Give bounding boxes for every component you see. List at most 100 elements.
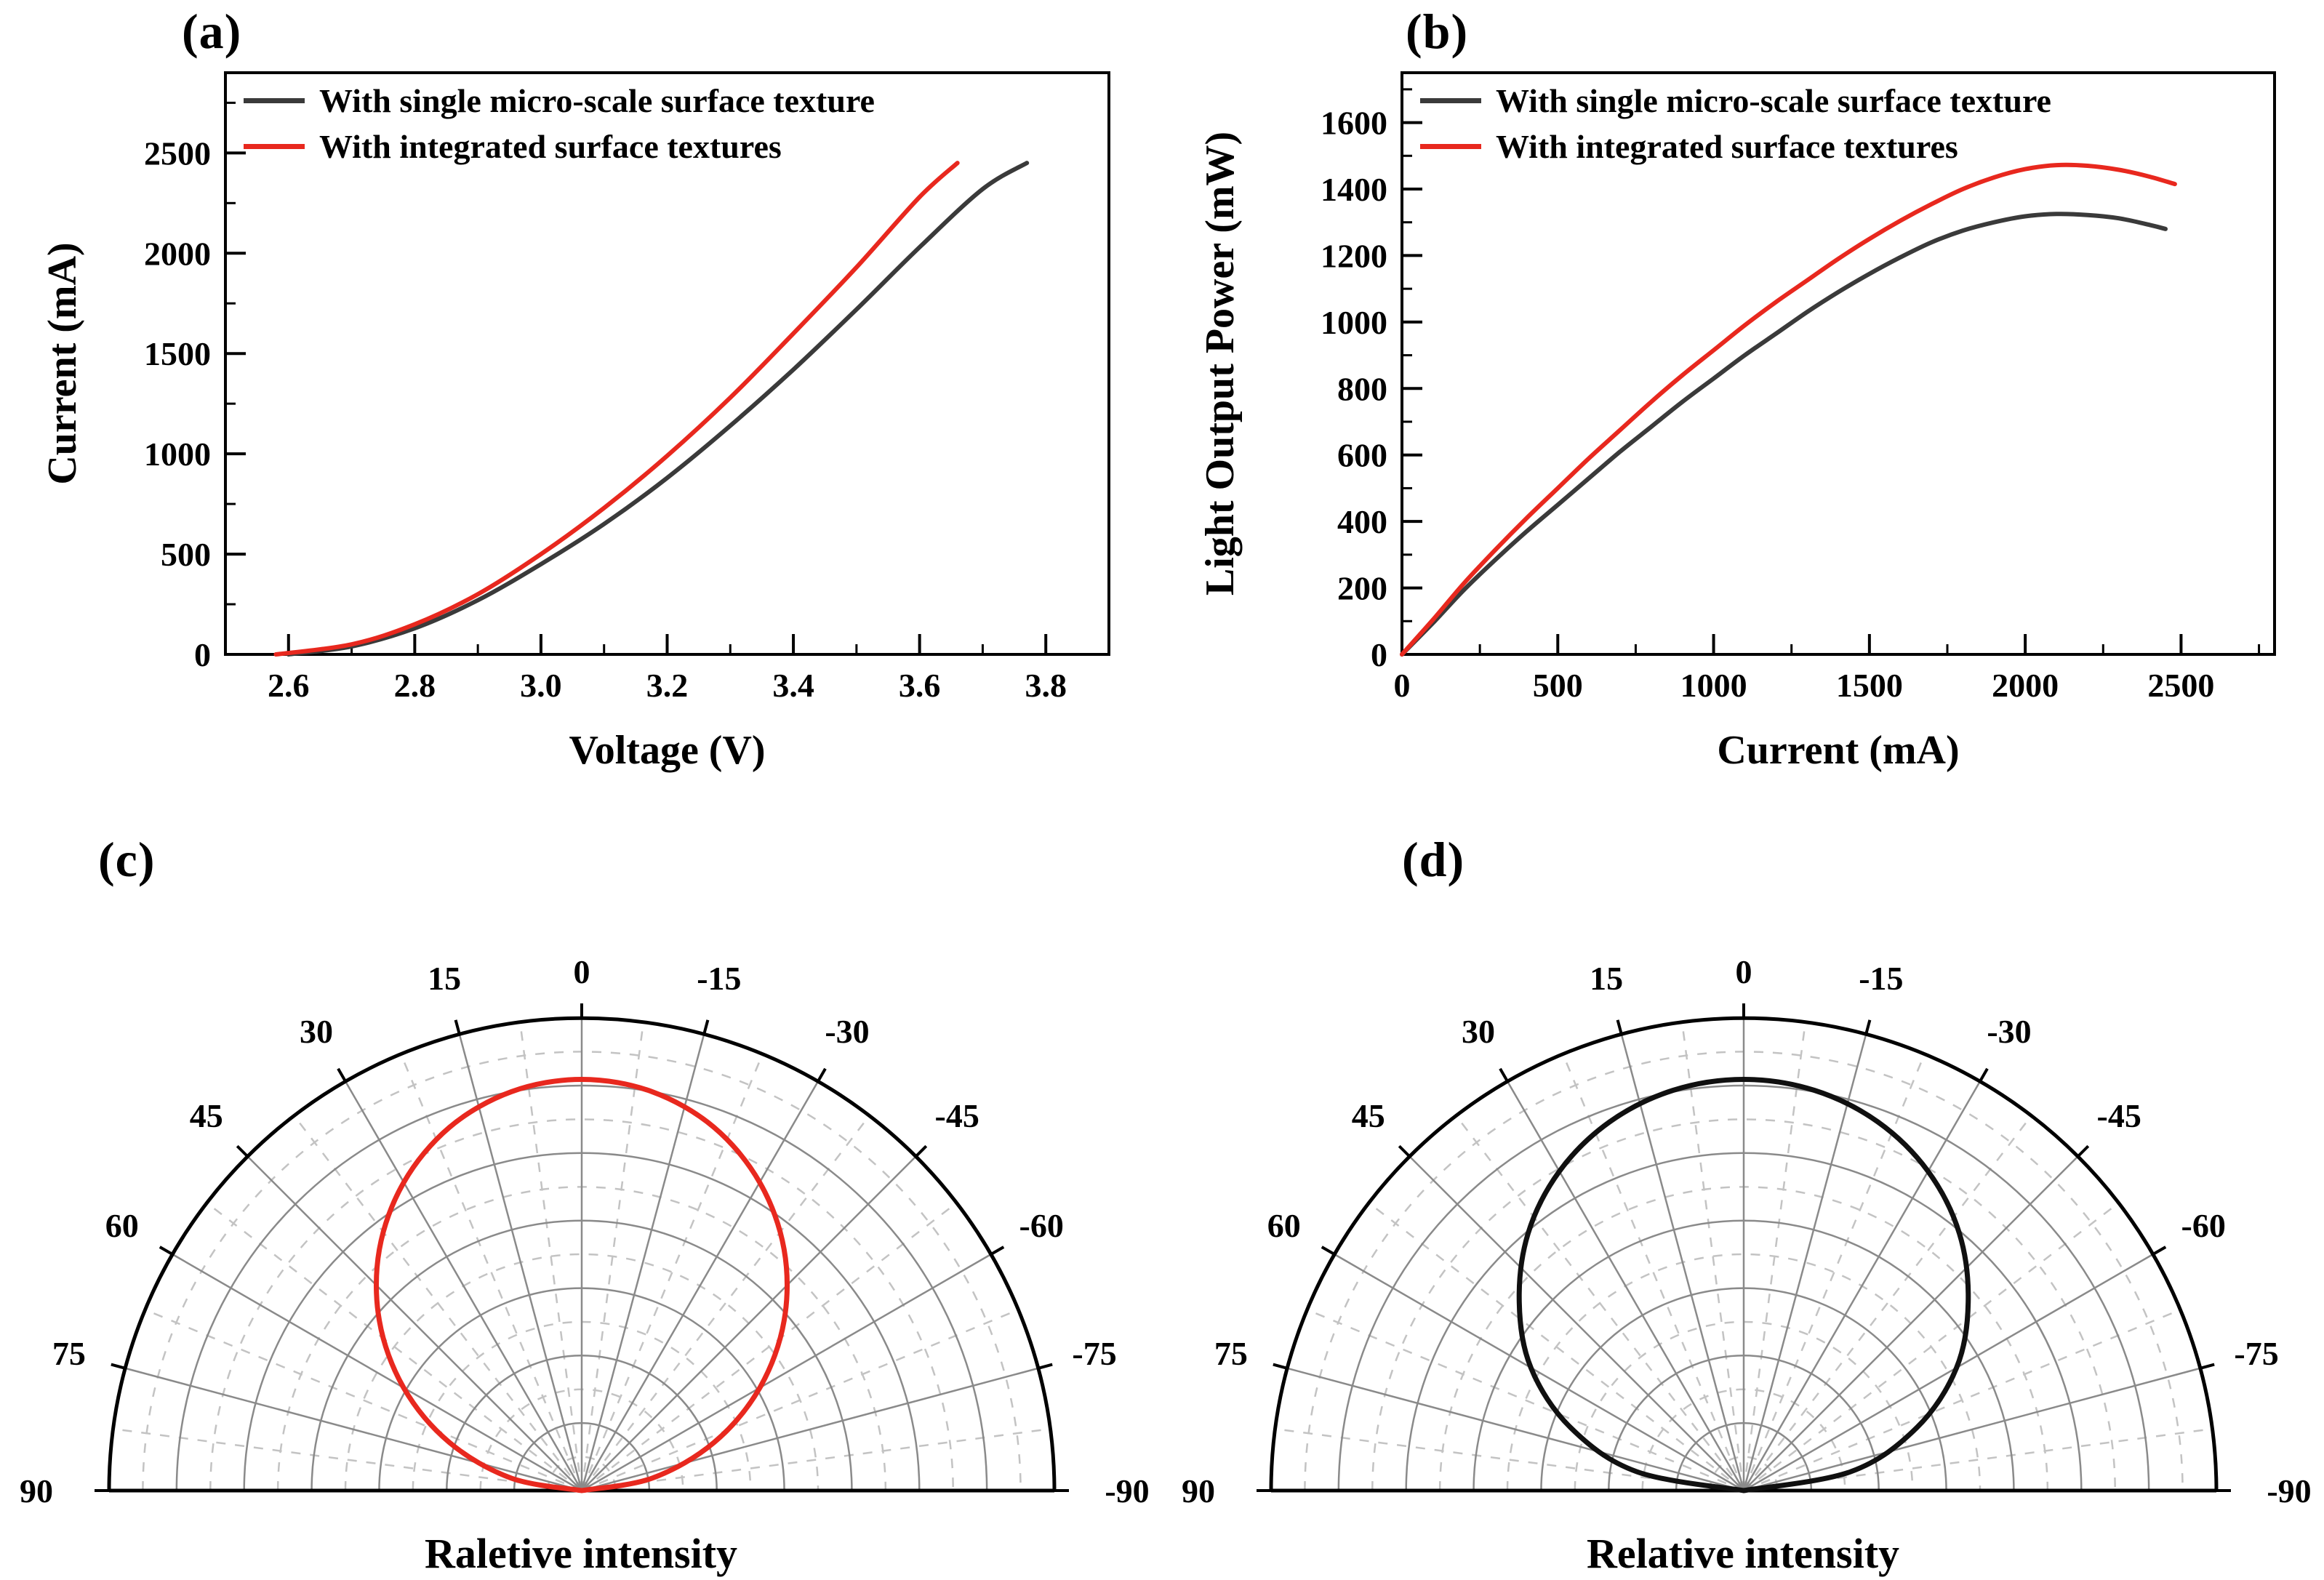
panel-a-label: (a) [182, 4, 242, 59]
polar-angle-tick [1864, 1019, 1872, 1035]
panel-a-plot: 2.6 2.8 3.0 3.2 3.4 3.6 3.8 0 500 1000 1500 2000 250… [144, 71, 1110, 704]
y-tick-label: 1000 [1321, 304, 1387, 341]
polar-angle-label: 90 [20, 1472, 53, 1509]
polar-spoke [1742, 1080, 1982, 1491]
panel-a-ylabel: Current (mA) [40, 242, 85, 485]
legend-line-swatch-black [1420, 98, 1481, 103]
legend-item-integrated-textures: With integrated surface textures [244, 127, 875, 166]
polar-angle-tick [454, 1019, 461, 1035]
legend-label: With integrated surface textures [1496, 128, 1958, 165]
polar-angle-label: -15 [697, 960, 741, 997]
polar-angle-tick [159, 1246, 174, 1256]
polar-spoke-dashed [400, 1053, 583, 1491]
panel-c-caption: Raletive intensity [424, 1530, 738, 1577]
polar-angle-label: -75 [2234, 1335, 2278, 1372]
panel-d-farfield-chart: 90 75 60 45 30 15 0 -15 -30 -45 -60 -75 -90 (d) Rela… [1162, 825, 2324, 1580]
plot-area: 0 500 1000 1500 2000 2500 0 200 400 600 800 1000 120… [1321, 71, 2276, 704]
legend-item-single-texture: With single micro-scale surface texture [244, 81, 875, 120]
panel-b-legend: With single micro-scale surface texture … [1420, 81, 2051, 166]
polar-spoke-dashed [1743, 1309, 2181, 1492]
panel-a-iv-chart: 2.6 2.8 3.0 3.2 3.4 3.6 3.8 0 500 1000 1500 2000 250… [0, 0, 1162, 825]
polar-angle-tick [2077, 1144, 2090, 1158]
polar-angle-label: -45 [2097, 1097, 2141, 1134]
panel-b-xlabel: Current (mA) [1717, 728, 1960, 773]
polar-angle-label: -75 [1072, 1335, 1116, 1372]
x-tick-label: 1500 [1836, 667, 1903, 704]
y-tick-label: 1500 [144, 335, 211, 372]
polar-spoke [581, 1367, 1039, 1492]
legend-item-integrated-textures: With integrated surface textures [1420, 127, 2051, 166]
panel-c-label: (c) [98, 832, 156, 887]
y-tick-label: 1200 [1321, 237, 1387, 274]
polar-spoke [1334, 1253, 1744, 1492]
y-tick-label: 600 [1337, 437, 1387, 474]
panel-b-ylabel: Light Output Power (mW) [1198, 131, 1243, 596]
x-tick-label: 1000 [1680, 667, 1747, 704]
polar-spoke-dashed [113, 1427, 582, 1492]
polar-spoke-dashed [1742, 1022, 1807, 1491]
x-tick-label: 3.4 [772, 667, 814, 704]
x-tick-label: 3.8 [1025, 667, 1067, 704]
polar-spoke [1620, 1033, 1745, 1491]
x-tick-label: 2.8 [394, 667, 436, 704]
x-tick-label: 3.2 [646, 667, 689, 704]
series-line-1 [273, 161, 960, 657]
polar-spoke-dashed [293, 1115, 582, 1491]
polar-outer-arc [107, 1016, 1057, 1491]
polar-angle-label: 15 [428, 960, 461, 997]
polar-angle-tick [1038, 1363, 1053, 1370]
polar-angle-label: 75 [52, 1335, 86, 1372]
polar-spoke [124, 1367, 582, 1492]
legend-line-swatch-black [244, 98, 305, 103]
polar-series-line-0 [374, 1077, 790, 1493]
polar-spoke [1409, 1155, 1744, 1491]
y-tick-label: 1400 [1321, 171, 1387, 208]
legend-label: With single micro-scale surface texture [1496, 82, 2051, 119]
y-tick-label: 2000 [144, 235, 211, 272]
polar-angle-tick [2200, 1363, 2215, 1370]
polar-angle-tick [915, 1144, 928, 1158]
x-tick-label: 3.0 [520, 667, 562, 704]
polar-angle-label: 75 [1214, 1335, 1248, 1372]
series-line-1 [1400, 162, 2177, 657]
polar-spoke-dashed [1455, 1115, 1744, 1491]
y-tick-label: 2500 [144, 135, 211, 172]
panel-b-label: (b) [1406, 4, 1469, 59]
x-tick-label: 3.6 [899, 667, 941, 704]
panel-d-label: (d) [1402, 832, 1465, 887]
panel-b-plot: 0 500 1000 1500 2000 2500 0 200 400 600 800 1000 120… [1321, 71, 2276, 704]
panel-a-xlabel: Voltage (V) [569, 728, 766, 773]
polar-angle-label: 15 [1590, 960, 1623, 997]
series-line-0 [1400, 212, 2168, 657]
polar-angle-label: 60 [105, 1207, 139, 1244]
panel-c-plot: 90 75 60 45 30 15 0 -15 -30 -45 -60 -75 -90 [20, 953, 1150, 1509]
polar-angle-tick [1979, 1067, 1989, 1083]
polar-spoke [580, 1033, 705, 1491]
polar-spoke-dashed [1743, 1202, 2120, 1491]
polar-angle-tick [702, 1019, 710, 1035]
polar-spoke-dashed [581, 1427, 1051, 1492]
polar-spoke-dashed [1680, 1022, 1745, 1491]
legend-label: With integrated surface textures [319, 128, 782, 165]
polar-spoke [458, 1033, 583, 1491]
polar-angle-label: -30 [1987, 1013, 2031, 1050]
polar-angle-label: -30 [825, 1013, 869, 1050]
polar-angle-label: 30 [1462, 1013, 1495, 1050]
legend-item-single-texture: With single micro-scale surface texture [1420, 81, 2051, 120]
polar-angle-tick [817, 1067, 827, 1083]
polar-angle-label: -60 [2181, 1207, 2226, 1244]
polar-spoke-dashed [1306, 1309, 1744, 1492]
polar-angle-tick [236, 1144, 249, 1158]
polar-spoke [581, 1155, 917, 1491]
series-line-0 [286, 161, 1030, 657]
polar-angle-tick [1321, 1246, 1336, 1256]
y-tick-label: 0 [194, 636, 211, 673]
polar-spoke [172, 1253, 582, 1492]
polar-spoke-dashed [581, 1202, 958, 1491]
polar-spoke-dashed [1368, 1202, 1744, 1491]
polar-area: 90 75 60 45 30 15 0 -15 -30 -45 -60 -75 -90 [1182, 953, 2312, 1509]
polar-spoke-dashed [518, 1022, 583, 1491]
polar-spoke-dashed [1742, 1053, 1926, 1491]
y-tick-label: 200 [1337, 570, 1387, 607]
